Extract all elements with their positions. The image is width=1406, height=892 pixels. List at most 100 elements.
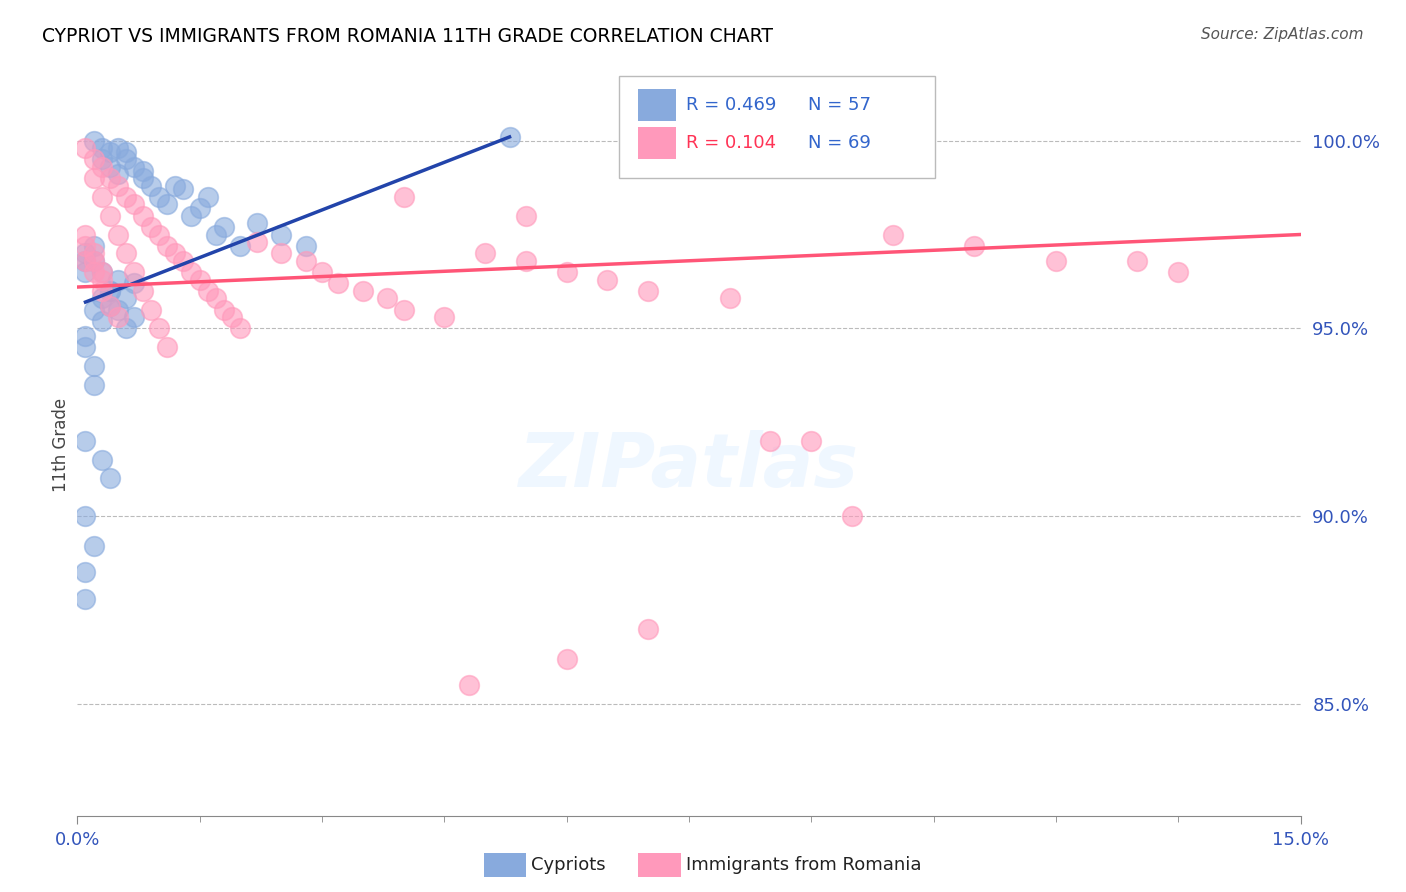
Point: [246, 235, 269, 249]
Point: [98, 145, 121, 159]
Point: [115, 246, 138, 260]
Text: R = 0.469: R = 0.469: [686, 96, 776, 114]
Point: [90, 160, 112, 174]
Text: Immigrants from Romania: Immigrants from Romania: [686, 855, 921, 874]
Point: [637, 284, 659, 298]
Text: N = 69: N = 69: [808, 134, 872, 152]
Point: [188, 201, 211, 215]
Text: CYPRIOT VS IMMIGRANTS FROM ROMANIA 11TH GRADE CORRELATION CHART: CYPRIOT VS IMMIGRANTS FROM ROMANIA 11TH …: [42, 27, 773, 45]
Point: [98, 171, 121, 186]
Point: [515, 209, 537, 223]
Text: Source: ZipAtlas.com: Source: ZipAtlas.com: [1201, 27, 1364, 42]
Point: [246, 216, 269, 230]
Point: [124, 277, 146, 291]
Point: [115, 145, 138, 159]
Point: [841, 508, 863, 523]
Point: [107, 168, 129, 182]
Point: [131, 209, 153, 223]
Point: [139, 219, 162, 234]
Point: [90, 284, 112, 298]
Point: [131, 284, 153, 298]
Point: [270, 227, 292, 242]
Point: [963, 239, 986, 253]
Point: [148, 321, 170, 335]
Point: [98, 160, 121, 174]
Point: [83, 253, 105, 268]
Point: [107, 310, 129, 324]
Point: [156, 197, 179, 211]
Point: [294, 239, 316, 253]
Point: [1045, 253, 1067, 268]
Point: [75, 265, 97, 279]
Point: [172, 182, 194, 196]
Point: [90, 141, 112, 155]
Point: [457, 678, 479, 692]
Point: [107, 178, 129, 193]
Point: [433, 310, 456, 324]
Point: [555, 651, 578, 665]
Point: [75, 328, 97, 343]
Text: ZIPatlas: ZIPatlas: [519, 431, 859, 503]
Point: [98, 284, 121, 298]
Point: [83, 302, 105, 317]
Point: [352, 284, 374, 298]
Point: [165, 178, 187, 193]
Point: [115, 321, 138, 335]
Point: [83, 246, 105, 260]
Point: [270, 246, 292, 260]
Point: [75, 227, 97, 242]
Point: [107, 227, 129, 242]
Point: [165, 246, 187, 260]
Point: [107, 141, 129, 155]
Point: [98, 299, 121, 313]
Point: [229, 321, 252, 335]
Point: [1167, 265, 1189, 279]
Y-axis label: 11th Grade: 11th Grade: [52, 398, 70, 491]
Point: [75, 340, 97, 354]
Point: [229, 239, 252, 253]
Point: [98, 299, 121, 313]
Point: [75, 566, 97, 580]
Point: [90, 272, 112, 286]
Point: [115, 291, 138, 305]
Point: [83, 359, 105, 373]
Point: [882, 227, 904, 242]
Text: R = 0.104: R = 0.104: [686, 134, 776, 152]
Point: [83, 134, 105, 148]
Point: [328, 277, 350, 291]
Point: [131, 171, 153, 186]
Point: [180, 265, 202, 279]
Point: [212, 219, 235, 234]
Point: [148, 190, 170, 204]
Point: [759, 434, 782, 448]
Point: [98, 284, 121, 298]
Point: [83, 253, 105, 268]
Point: [205, 227, 228, 242]
Point: [90, 452, 112, 467]
Point: [1126, 253, 1149, 268]
Point: [75, 434, 97, 448]
Point: [75, 239, 97, 253]
Point: [98, 209, 121, 223]
Point: [131, 163, 153, 178]
Text: N = 57: N = 57: [808, 96, 872, 114]
Point: [83, 153, 105, 167]
Point: [90, 265, 112, 279]
Point: [98, 471, 121, 485]
Point: [718, 291, 741, 305]
Point: [83, 171, 105, 186]
Point: [555, 265, 578, 279]
Point: [139, 178, 162, 193]
Point: [124, 197, 146, 211]
Point: [124, 265, 146, 279]
Point: [148, 227, 170, 242]
Point: [498, 130, 520, 145]
Point: [75, 591, 97, 606]
Point: [83, 239, 105, 253]
Point: [115, 190, 138, 204]
Point: [115, 153, 138, 167]
Point: [212, 302, 235, 317]
Point: [90, 153, 112, 167]
Point: [139, 302, 162, 317]
Point: [197, 284, 219, 298]
